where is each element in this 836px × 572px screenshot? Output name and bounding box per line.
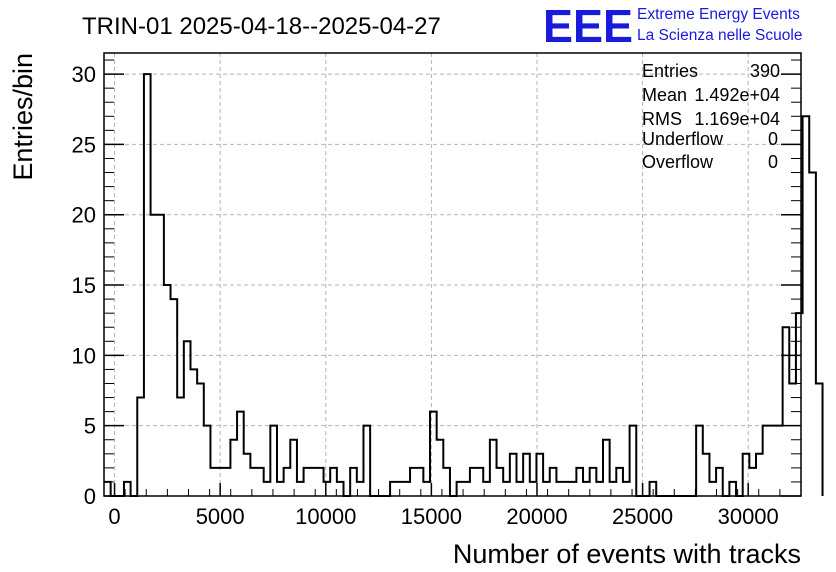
y-axis-title: Entries/bin (8, 53, 38, 181)
stats-mean-label: Mean (642, 85, 687, 105)
y-tick-label: 20 (72, 203, 96, 228)
x-axis-title: Number of events with tracks (453, 539, 801, 569)
x-tick-label: 20000 (506, 504, 567, 529)
x-tick-label: 30000 (718, 504, 779, 529)
y-tick-label: 25 (72, 132, 96, 157)
stats-box: Entries 390 Mean 1.492e+04 RMS 1.169e+04… (642, 61, 780, 172)
stats-underflow-label: Underflow (642, 129, 724, 149)
grid (104, 53, 801, 496)
stats-overflow-value: 0 (768, 152, 778, 172)
x-tick-label: 0 (108, 504, 120, 529)
y-tick-label: 0 (84, 484, 96, 509)
stats-overflow-label: Overflow (642, 152, 714, 172)
x-tick-label: 25000 (612, 504, 673, 529)
x-tick-label: 10000 (295, 504, 356, 529)
y-tick-label: 30 (72, 62, 96, 87)
stats-underflow-value: 0 (768, 129, 778, 149)
stats-mean-value: 1.492e+04 (694, 85, 780, 105)
eee-logo: EEE Extreme Energy Events La Scienza nel… (543, 0, 802, 52)
x-tick-label: 15000 (401, 504, 462, 529)
chart-title: TRIN-01 2025-04-18--2025-04-27 (82, 13, 441, 40)
stats-entries-label: Entries (642, 61, 698, 81)
y-tick-label: 15 (72, 273, 96, 298)
stats-rms-value: 1.169e+04 (694, 109, 780, 129)
histogram-series (104, 73, 824, 497)
plot-frame (103, 52, 802, 497)
x-tick-label: 5000 (196, 504, 245, 529)
y-tick-label: 10 (72, 343, 96, 368)
y-tick-label: 5 (84, 414, 96, 439)
eee-logo-mark: EEE (543, 0, 633, 52)
x-axis: 0 5000 10000 15000 20000 25000 30000 (103, 483, 802, 529)
stats-rms-label: RMS (642, 109, 682, 129)
logo-line-1: Extreme Energy Events (637, 6, 800, 23)
stats-entries-value: 390 (750, 61, 780, 81)
y-axis: 0 5 10 15 20 25 30 (72, 59, 801, 509)
logo-line-2: La Scienza nelle Scuole (637, 27, 802, 44)
